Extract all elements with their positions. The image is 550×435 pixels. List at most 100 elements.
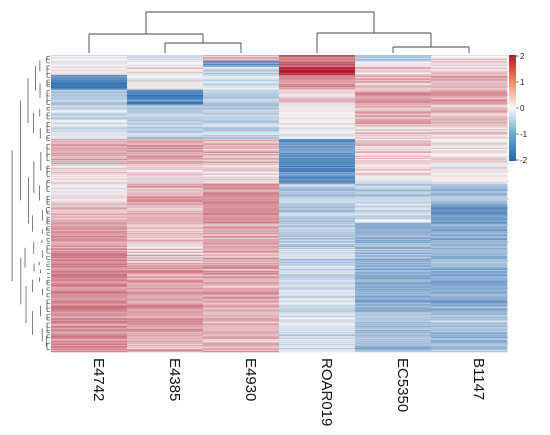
heatmap-cell [127,322,204,324]
heatmap-cell [431,136,508,138]
heatmap-cell [127,164,204,167]
heatmap-cell [203,106,280,108]
heatmap-cell [203,262,280,265]
heatmap-cell [279,326,356,328]
heatmap-cell [203,161,280,164]
heatmap-cell [355,260,432,263]
heatmap-cell [431,289,508,291]
heatmap-cell [355,285,432,287]
heatmap-cell [279,120,356,122]
heatmap-cell [431,82,508,85]
heatmap-cell [51,161,128,164]
heatmap-cell [279,173,356,176]
heatmap-cell [355,190,432,192]
heatmap-cell [127,181,204,184]
heatmap-cell [431,345,508,347]
heatmap-cell [51,272,128,275]
heatmap-cell [431,233,508,235]
heatmap-cell [279,112,356,114]
heatmap-cell [355,224,432,226]
heatmap-cell [279,258,356,261]
heatmap-cell [355,142,432,144]
heatmap-cell [127,343,204,345]
heatmap-cell [431,309,508,311]
heatmap-cell [51,76,128,79]
heatmap-cell [355,132,432,134]
heatmap-cell [279,230,356,232]
heatmap-cell [203,320,280,322]
heatmap-cell [431,93,508,95]
heatmap-cell [127,230,204,232]
heatmap-cell [279,348,356,350]
heatmap-cell [203,281,280,283]
heatmap-cell [355,323,432,325]
heatmap-cell [279,200,356,202]
heatmap-cell [127,292,204,294]
heatmap-cell [279,158,356,161]
heatmap-cell [279,338,356,340]
heatmap-cell [203,144,280,146]
heatmap-cell [279,87,356,89]
heatmap-cell [203,73,280,76]
heatmap-cell [279,96,356,98]
heatmap-cell [203,322,280,324]
heatmap-cell [431,86,508,88]
heatmap-cell [431,154,508,156]
heatmap-cell [355,153,432,155]
heatmap-cell [51,244,128,246]
heatmap-cell [127,118,204,120]
heatmap-cell [51,57,128,60]
heatmap-cell [279,116,356,118]
heatmap-cell [51,288,128,290]
heatmap-cell [355,220,432,222]
heatmap-cell [355,312,432,314]
heatmap-cell [355,121,432,123]
heatmap-cell [355,227,432,229]
heatmap-cell [279,339,356,341]
heatmap-cell [127,110,204,112]
heatmap-cell [127,283,204,285]
heatmap-cell [431,64,508,67]
heatmap-cell [51,245,128,247]
heatmap-cell [431,113,508,115]
heatmap-cell [431,195,508,197]
heatmap-cell [51,311,128,313]
heatmap-cell [431,63,508,66]
heatmap-cell [127,126,204,128]
heatmap-cell [51,213,128,215]
heatmap-cell [51,254,128,257]
heatmap-cell [431,91,508,93]
heatmap-cell [279,328,356,330]
heatmap-cell [355,130,432,132]
heatmap-cell [127,149,204,151]
heatmap-cell [203,250,280,252]
heatmap-cell [355,185,432,187]
heatmap-cell [355,156,432,159]
heatmap-cell [355,246,432,248]
heatmap-cell [355,188,432,190]
heatmap-cell [279,214,356,216]
heatmap-cell [431,111,508,113]
heatmap-cell [431,315,508,317]
heatmap-cell [127,192,204,194]
heatmap-cell [279,244,356,246]
heatmap-cell [127,345,204,347]
heatmap-cell [355,226,432,228]
heatmap-cell [51,202,128,204]
heatmap-cell [203,201,280,203]
heatmap-cell [203,80,280,83]
heatmap-cell [431,240,508,242]
heatmap-cell [51,319,128,321]
heatmap-cell [431,314,508,316]
heatmap-cell [127,196,204,198]
heatmap-cell [279,102,356,104]
heatmap-cell [355,205,432,207]
heatmap-cell [203,280,280,283]
heatmap-cell [431,110,508,112]
heatmap-cell [279,215,356,217]
heatmap-cell [203,308,280,310]
heatmap-cell [355,228,432,230]
heatmap-cell [203,312,280,314]
heatmap-cell [127,119,204,121]
heatmap-cell [431,282,508,284]
